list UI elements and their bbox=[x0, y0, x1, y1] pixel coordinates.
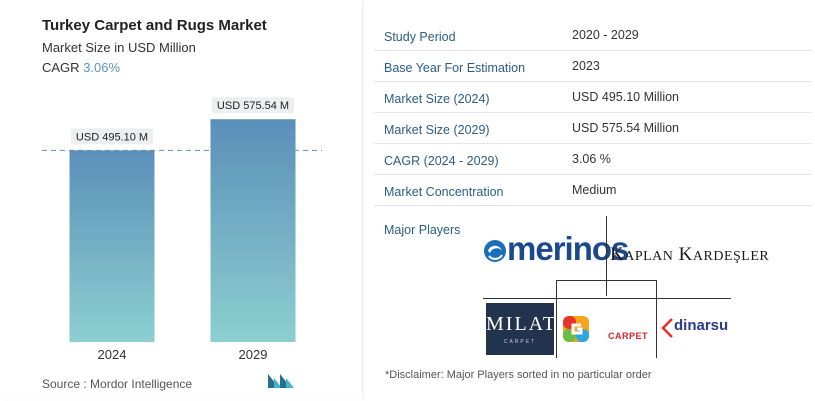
table-row: Base Year For Estimation 2023 bbox=[374, 51, 812, 82]
chart-subtitle: Market Size in USD Million bbox=[42, 40, 196, 55]
table-row: Market Size (2029) USD 575.54 Million bbox=[374, 113, 812, 144]
kardesler-rest: ARDEŞLER bbox=[692, 249, 770, 264]
row-value: 2020 - 2029 bbox=[572, 28, 639, 42]
dinarsu-mark-icon bbox=[661, 318, 673, 338]
data-label: USD 495.10 M bbox=[76, 131, 148, 143]
kaplan-initial: K bbox=[610, 244, 625, 265]
table-row: Market Concentration Medium bbox=[374, 175, 812, 206]
mordor-logo-icon bbox=[268, 374, 294, 388]
cagr-line: CAGR 3.06% bbox=[42, 60, 120, 75]
market-facts-table: Study Period 2020 - 2029 Base Year For E… bbox=[374, 20, 812, 206]
major-players-label: Major Players bbox=[384, 223, 461, 237]
row-key: Study Period bbox=[384, 30, 456, 44]
x-tick-label: 2024 bbox=[98, 347, 127, 362]
table-row: CAGR (2024 - 2029) 3.06 % bbox=[374, 144, 812, 175]
row-key: Market Concentration bbox=[384, 185, 504, 199]
logo-divider bbox=[606, 216, 607, 296]
merinos-wordmark: merinos bbox=[507, 230, 629, 267]
data-label-box bbox=[212, 97, 294, 114]
merinos-swirl-icon bbox=[484, 240, 506, 262]
row-value: 2023 bbox=[572, 59, 600, 73]
logo-divider bbox=[556, 280, 656, 281]
bar-2024 bbox=[69, 150, 155, 342]
bar-2029 bbox=[210, 119, 296, 342]
milat-logo: MILAT CARPET bbox=[486, 303, 558, 355]
data-label: USD 575.54 M bbox=[217, 100, 289, 112]
row-value: USD 495.10 Million bbox=[572, 90, 679, 104]
row-key: Base Year For Estimation bbox=[384, 61, 526, 75]
row-value: USD 575.54 Million bbox=[572, 121, 679, 135]
milat-wordmark: MILAT bbox=[486, 313, 558, 335]
x-tick-label: 2029 bbox=[239, 347, 268, 362]
logo-divider bbox=[656, 280, 657, 358]
logo-divider bbox=[483, 298, 731, 299]
bar-chart: USD 495.10 M 2024 USD 575.54 M 2029 bbox=[42, 97, 322, 362]
disclaimer-note: *Disclaimer: Major Players sorted in no … bbox=[385, 369, 652, 381]
kaplan-kardesler-logo: KAPLAN KARDEŞLER bbox=[610, 244, 769, 266]
milat-subtext: CARPET bbox=[503, 339, 537, 345]
chart-title: Turkey Carpet and Rugs Market bbox=[42, 17, 267, 34]
market-summary-card: Turkey Carpet and Rugs Market Market Siz… bbox=[0, 0, 363, 399]
table-row: Market Size (2024) USD 495.10 Million bbox=[374, 82, 812, 113]
carpet-logo: CARPET bbox=[608, 331, 649, 341]
cagr-value: 3.06% bbox=[83, 60, 121, 75]
kardesler-initial: K bbox=[678, 244, 693, 265]
giray-logo-icon bbox=[563, 316, 589, 342]
merinos-logo: merinos bbox=[483, 230, 629, 278]
logo-divider bbox=[556, 280, 557, 358]
cagr-label: CAGR bbox=[42, 60, 80, 75]
source-note: Source : Mordor Intelligence bbox=[42, 377, 193, 391]
kaplan-rest: APLAN bbox=[624, 249, 674, 264]
table-row: Study Period 2020 - 2029 bbox=[374, 20, 812, 51]
dinarsu-wordmark: dinarsu bbox=[674, 317, 729, 334]
data-label-box bbox=[71, 128, 153, 145]
row-key: CAGR (2024 - 2029) bbox=[384, 154, 499, 168]
row-key: Market Size (2024) bbox=[384, 92, 490, 106]
row-value: Medium bbox=[572, 183, 617, 197]
row-value: 3.06 % bbox=[572, 152, 611, 166]
row-key: Market Size (2029) bbox=[384, 123, 490, 137]
dinarsu-logo: dinarsu bbox=[660, 315, 732, 339]
